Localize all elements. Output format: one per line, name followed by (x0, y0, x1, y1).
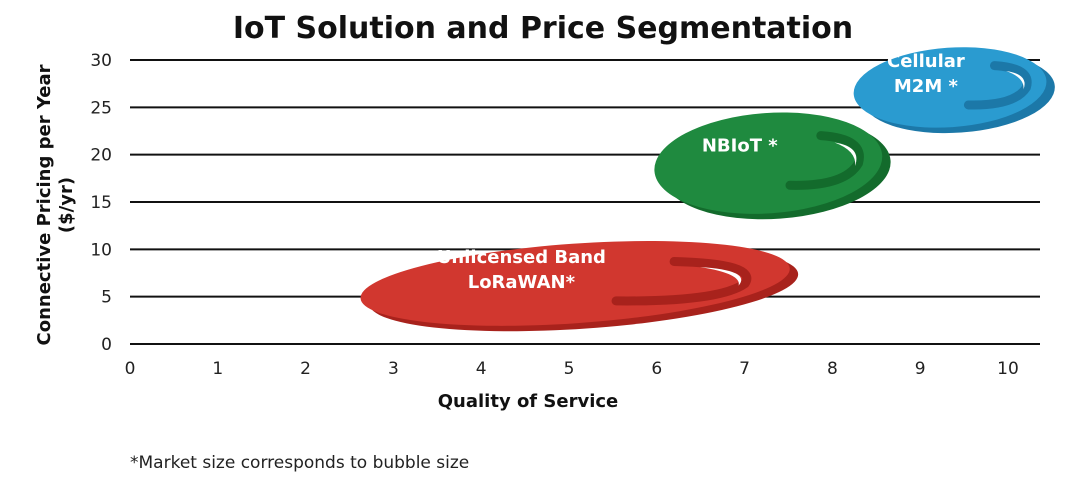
y-axis-label: Connective Pricing per Year (34, 64, 55, 345)
y-tick-label: 0 (101, 335, 112, 355)
chart-title: IoT Solution and Price Segmentation (233, 11, 853, 46)
x-tick-label: 5 (564, 359, 575, 379)
x-tick-label: 3 (388, 359, 399, 379)
y-tick-label: 15 (90, 193, 112, 213)
bubble-label: NBIoT * (702, 136, 778, 157)
x-tick-labels: 0 1 2 3 4 5 6 7 8 9 10 (125, 359, 1019, 379)
x-tick-label: 1 (212, 359, 223, 379)
x-tick-label: 7 (739, 359, 750, 379)
x-tick-label: 9 (915, 359, 926, 379)
bubble-label: M2M * (894, 76, 959, 97)
x-tick-label: 6 (651, 359, 662, 379)
bubble-label: Unlicensed Band (437, 247, 606, 268)
bubble-2: Cellular M2M * (853, 47, 1055, 134)
bubble-label: LoRaWAN* (468, 272, 576, 293)
bubble-label: Cellular (887, 51, 965, 72)
y-tick-labels: 0 5 10 15 20 25 30 (90, 51, 112, 355)
y-tick-label: 30 (90, 51, 112, 71)
bubble-0: Unlicensed Band LoRaWAN* (360, 241, 799, 332)
x-tick-label: 10 (997, 359, 1019, 379)
x-tick-label: 8 (827, 359, 838, 379)
y-tick-label: 20 (90, 146, 112, 166)
y-tick-label: 25 (90, 98, 112, 118)
bubble-highlight (1006, 71, 1025, 90)
footnote: *Market size corresponds to bubble size (130, 453, 469, 473)
bubble-hook (785, 131, 864, 190)
y-axis-label-units: ($/yr) (56, 177, 77, 233)
x-tick-label: 0 (125, 359, 136, 379)
bubble-ellipse (360, 241, 790, 326)
bubble-1: NBIoT * (654, 112, 891, 220)
y-tick-label: 10 (90, 240, 112, 260)
x-tick-label: 2 (300, 359, 311, 379)
x-tick-label: 4 (476, 359, 487, 379)
bubble-hook (963, 61, 1032, 110)
x-axis-label: Quality of Service (438, 391, 619, 412)
bubbles: Unlicensed Band LoRaWAN* NBIoT * Cellular M2… (360, 47, 1055, 332)
bubble-hook (611, 257, 752, 306)
y-tick-label: 5 (101, 288, 112, 308)
bubble-highlight (834, 142, 857, 166)
bubble-highlight (699, 267, 742, 286)
